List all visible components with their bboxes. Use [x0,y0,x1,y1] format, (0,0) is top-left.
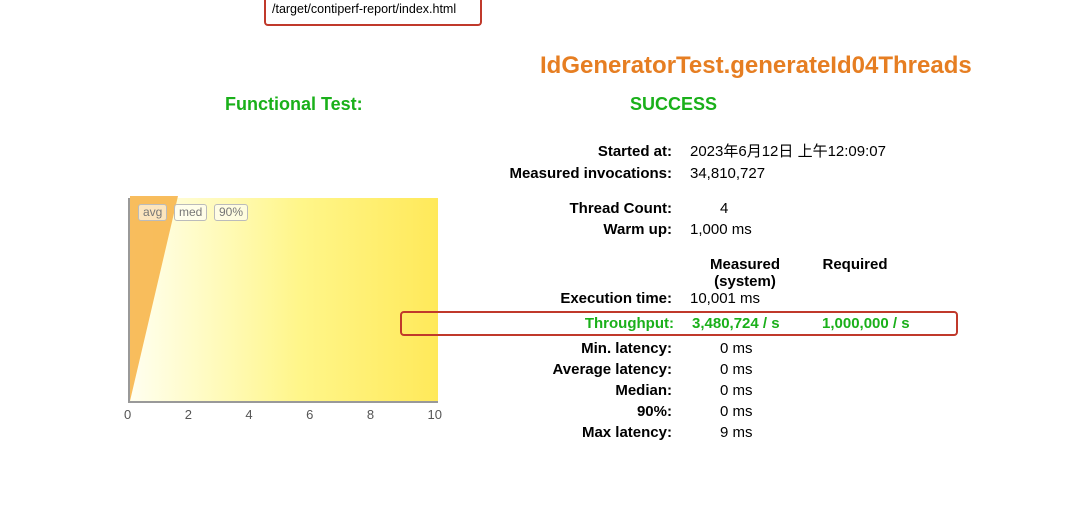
chart-distribution-fill [130,196,178,401]
x-tick: 0 [124,407,131,422]
value-throughput-measured: 3,480,724 / s [692,315,822,332]
label-p90: 90%: [480,403,690,420]
row-p90: 90%: 0 ms [480,403,950,420]
page-title: IdGeneratorTest.generateId04Threads [540,52,972,80]
label-avg-latency: Average latency: [480,361,690,378]
value-measured-invocations: 34,810,727 [690,165,950,182]
latency-distribution-chart: avg med 90% 0 2 4 6 8 10 [128,198,458,422]
row-max-latency: Max latency: 9 ms [480,424,950,441]
row-min-latency: Min. latency: 0 ms [480,340,950,357]
legend-p90: 90% [214,204,248,221]
label-started-at: Started at: [480,143,690,160]
metrics-table: Started at: 2023年6月12日 上午12:09:07 Measur… [480,140,950,445]
row-thread-count: Thread Count: 4 [480,200,950,217]
chart-plot-area: avg med 90% [128,198,438,403]
label-execution-time: Execution time: [480,290,690,307]
value-median: 0 ms [690,382,950,399]
header-measured: Measured (system) [690,256,800,290]
value-thread-count: 4 [690,200,950,217]
x-tick: 2 [185,407,192,422]
functional-test-label: Functional Test: [225,94,363,115]
value-execution-time: 10,001 ms [690,290,950,307]
label-throughput: Throughput: [402,315,692,332]
row-warm-up: Warm up: 1,000 ms [480,221,950,238]
functional-test-status: SUCCESS [630,94,717,115]
value-started-at: 2023年6月12日 上午12:09:07 [690,140,950,161]
legend-avg: avg [138,204,167,221]
x-tick: 6 [306,407,313,422]
chart-x-axis: 0 2 4 6 8 10 [124,407,442,422]
row-execution-time: Execution time: 10,001 ms [480,290,950,307]
label-min-latency: Min. latency: [480,340,690,357]
header-required: Required [800,256,910,290]
report-path-box: /target/contiperf-report/index.html [264,0,482,26]
label-warm-up: Warm up: [480,221,690,238]
value-max-latency: 9 ms [690,424,950,441]
label-median: Median: [480,382,690,399]
x-tick: 4 [245,407,252,422]
row-throughput: Throughput: 3,480,724 / s 1,000,000 / s [400,311,958,336]
value-min-latency: 0 ms [690,340,950,357]
row-avg-latency: Average latency: 0 ms [480,361,950,378]
value-throughput-required: 1,000,000 / s [822,315,952,332]
value-avg-latency: 0 ms [690,361,950,378]
label-thread-count: Thread Count: [480,200,690,217]
x-tick: 8 [367,407,374,422]
row-started-at: Started at: 2023年6月12日 上午12:09:07 [480,140,950,161]
legend-med: med [174,204,207,221]
row-column-headers: Measured (system) Required [480,256,950,290]
row-median: Median: 0 ms [480,382,950,399]
label-measured-invocations: Measured invocations: [480,165,690,182]
report-path: /target/contiperf-report/index.html [272,2,456,16]
row-measured-invocations: Measured invocations: 34,810,727 [480,165,950,182]
label-max-latency: Max latency: [480,424,690,441]
x-tick: 10 [428,407,442,422]
value-warm-up: 1,000 ms [690,221,950,238]
value-p90: 0 ms [690,403,950,420]
